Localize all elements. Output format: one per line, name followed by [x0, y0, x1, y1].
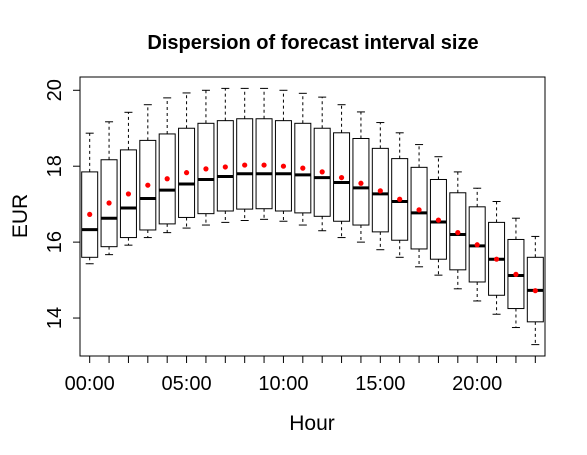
x-axis-label: Hour	[289, 412, 335, 435]
mean-point-hour-8	[242, 162, 248, 168]
mean-point-hour-2	[125, 191, 132, 197]
mean-point-hour-14	[358, 180, 364, 186]
y-tick-label: 14	[44, 307, 66, 329]
mean-point-hour-7	[222, 164, 228, 170]
mean-point-hour-13	[338, 174, 345, 181]
mean-point-hour-17	[416, 207, 422, 213]
mean-point-hour-22	[513, 271, 519, 277]
means-group	[87, 162, 538, 294]
y-tick-label: 18	[44, 155, 66, 177]
x-axis: 00:00 05:00 10:00 15:00 20:00	[65, 355, 536, 395]
mean-point-hour-6	[203, 166, 209, 172]
x-tick-label: 20:00	[452, 373, 502, 395]
mean-point-hour-23	[532, 288, 538, 294]
mean-point-hour-10	[280, 163, 287, 169]
y-tick-label: 16	[44, 231, 66, 253]
x-tick-label: 15:00	[355, 373, 405, 395]
x-tick-label: 05:00	[162, 373, 212, 395]
mean-point-hour-16	[397, 196, 403, 202]
y-axis: 14 16 18 20	[44, 79, 81, 329]
mean-point-hour-19	[455, 230, 461, 236]
y-tick-label: 20	[44, 79, 66, 101]
mean-point-hour-15	[377, 188, 383, 194]
x-tick-label: 10:00	[258, 373, 308, 395]
mean-point-hour-21	[493, 256, 500, 262]
chart-title: Dispersion of forecast interval size	[147, 32, 478, 54]
mean-point-hour-11	[300, 165, 306, 171]
mean-point-hour-18	[435, 217, 442, 223]
x-tick-label: 00:00	[65, 373, 115, 395]
mean-point-hour-1	[106, 200, 112, 206]
mean-point-hour-9	[261, 162, 267, 168]
mean-point-hour-12	[319, 169, 325, 175]
mean-point-hour-3	[145, 182, 151, 188]
mean-point-hour-0	[87, 211, 93, 218]
mean-point-hour-4	[164, 176, 170, 182]
y-axis-label: EUR	[9, 194, 32, 238]
mean-point-hour-20	[474, 242, 480, 248]
mean-point-hour-5	[183, 170, 190, 176]
